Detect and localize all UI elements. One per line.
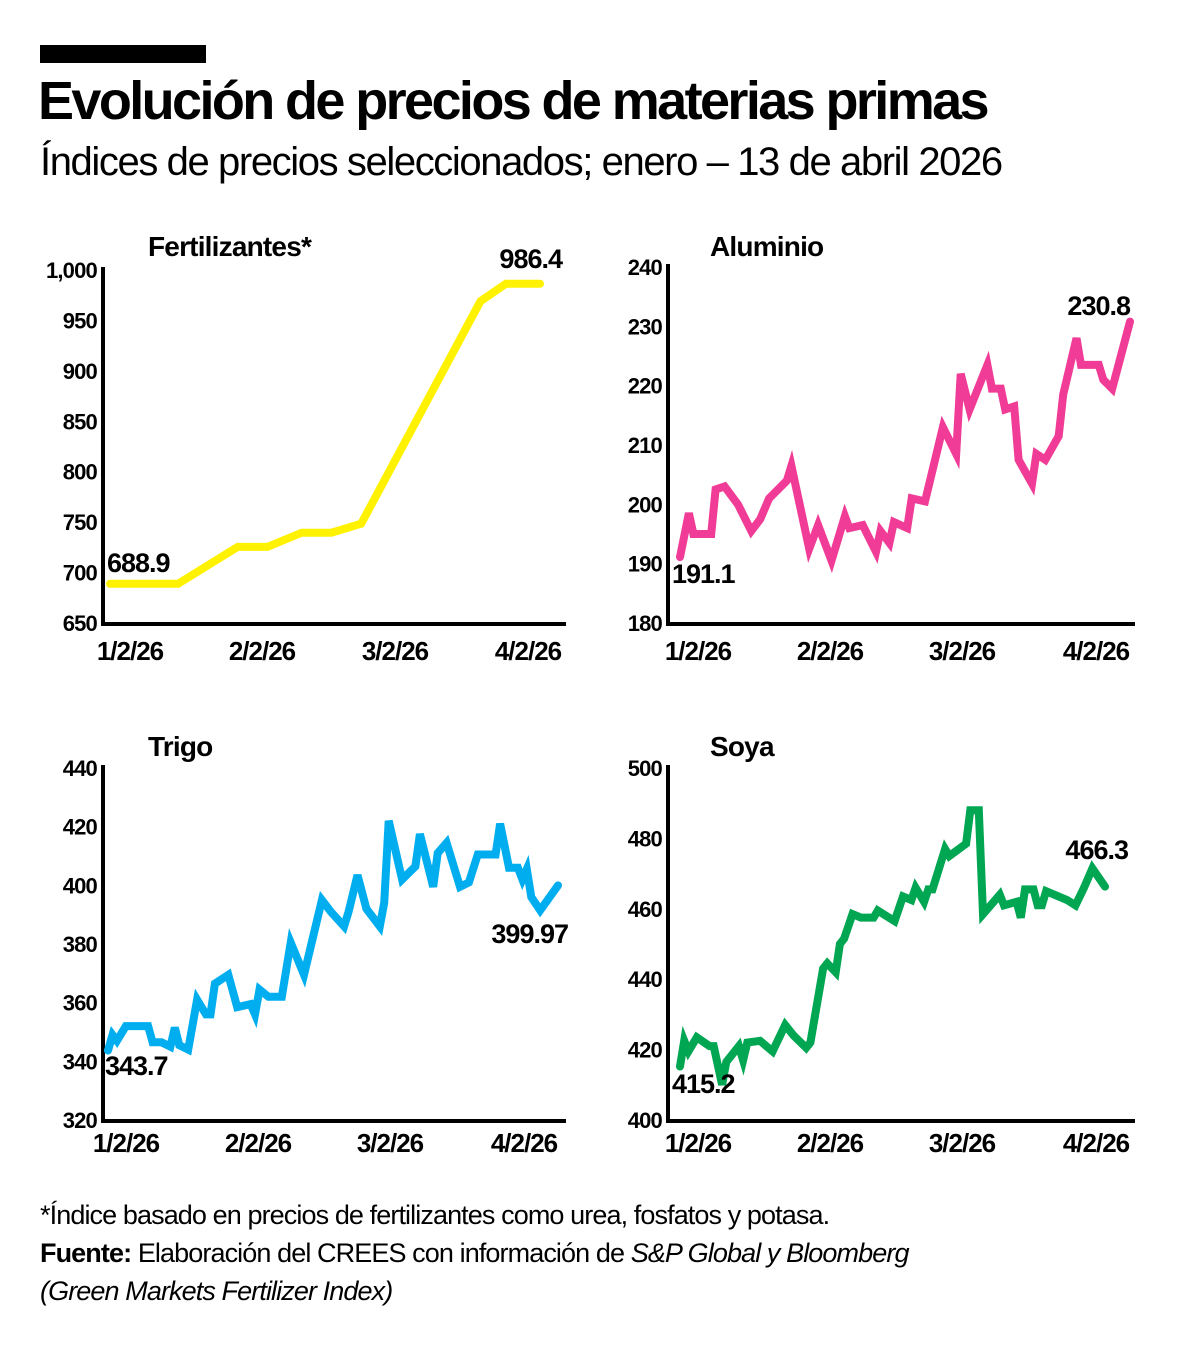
series-line-fertilizantes — [106, 279, 544, 588]
chart-trigo: Trigo 320 340 360 380 400 420 440 1/2/26 2/2/26 3/… — [63, 731, 569, 1158]
x-tick-label: 2/2/26 — [797, 1128, 864, 1158]
page-subtitle: Índices de precios seleccionados; enero … — [40, 140, 1003, 184]
y-tick-label: 1,000 — [46, 258, 98, 283]
x-tick-label: 3/2/26 — [929, 1128, 996, 1158]
x-tick-label: 2/2/26 — [229, 636, 296, 666]
footnote-text: *Índice basado en precios de fertilizant… — [40, 1200, 830, 1230]
y-tick-label: 850 — [63, 409, 98, 434]
chart-fertilizantes: Fertilizantes* 650 700 750 800 850 900 950 1,000… — [46, 231, 566, 666]
footnote: *Índice basado en precios de fertilizant… — [40, 1200, 830, 1231]
chart-aluminio: Aluminio 180 190 200 210 220 230 240 1/2/26 2/2/2… — [628, 231, 1135, 666]
last-value-label: 230.8 — [1067, 291, 1131, 321]
y-tick-label: 220 — [628, 374, 663, 399]
chart-title: Aluminio — [710, 231, 824, 262]
title-accent-bar — [40, 45, 206, 63]
y-tick-label: 480 — [628, 826, 663, 851]
y-tick-label: 500 — [628, 756, 663, 781]
y-tick-label: 420 — [63, 815, 98, 840]
x-tick-label: 1/2/26 — [665, 1128, 732, 1158]
source-line: Fuente: Elaboración del CREES con inform… — [40, 1238, 909, 1269]
y-tick-label: 400 — [628, 1108, 663, 1133]
source-line-2: (Green Markets Fertilizer Index) — [40, 1276, 393, 1307]
x-tick-label: 4/2/26 — [495, 636, 562, 666]
x-tick-label: 2/2/26 — [225, 1128, 292, 1158]
first-value-label: 343.7 — [105, 1051, 168, 1081]
x-tick-label: 4/2/26 — [1063, 1128, 1130, 1158]
source-italic: S&P Global y Bloomberg — [630, 1238, 910, 1268]
x-tick-label: 1/2/26 — [665, 636, 732, 666]
last-value-label: 399.97 — [491, 919, 568, 949]
first-value-label: 688.9 — [107, 548, 171, 578]
last-value-label: 986.4 — [499, 244, 563, 274]
chart-title: Trigo — [148, 731, 213, 762]
source-label: Fuente: — [40, 1238, 132, 1268]
y-tick-label: 900 — [63, 359, 98, 384]
x-tick-label: 1/2/26 — [93, 1128, 160, 1158]
source-index-name: (Green Markets Fertilizer Index) — [40, 1276, 393, 1306]
first-value-label: 191.1 — [672, 559, 736, 589]
chart-title: Soya — [710, 731, 775, 762]
y-tick-label: 650 — [63, 611, 98, 636]
y-tick-label: 210 — [628, 433, 663, 458]
series-line-aluminio — [676, 317, 1134, 574]
x-tick-label: 4/2/26 — [491, 1128, 558, 1158]
y-tick-label: 340 — [63, 1049, 98, 1074]
x-tick-label: 3/2/26 — [929, 636, 996, 666]
x-tick-label: 2/2/26 — [797, 636, 864, 666]
y-tick-label: 320 — [63, 1108, 98, 1133]
y-tick-label: 230 — [628, 314, 663, 339]
y-tick-label: 180 — [628, 611, 663, 636]
chart-title: Fertilizantes* — [148, 231, 312, 262]
y-tick-label: 190 — [628, 552, 663, 577]
y-tick-label: 460 — [628, 897, 663, 922]
y-tick-label: 700 — [63, 561, 98, 586]
y-tick-label: 420 — [628, 1038, 663, 1063]
y-tick-label: 440 — [63, 756, 98, 781]
first-value-label: 415.2 — [672, 1069, 735, 1099]
x-tick-label: 4/2/26 — [1063, 636, 1130, 666]
y-tick-label: 440 — [628, 967, 663, 992]
y-tick-label: 200 — [628, 492, 663, 517]
x-tick-label: 3/2/26 — [357, 1128, 424, 1158]
page-title: Evolución de precios de materias primas — [38, 71, 990, 131]
x-tick-label: 3/2/26 — [362, 636, 429, 666]
y-tick-label: 380 — [63, 932, 98, 957]
y-tick-label: 240 — [628, 255, 663, 280]
chart-soya: Soya 400 420 440 460 480 500 1/2/26 2/2/26 3/2/26… — [628, 731, 1135, 1158]
series-line-soya — [676, 806, 1109, 1086]
source-text: Elaboración del CREES con información de — [137, 1238, 625, 1268]
y-tick-label: 800 — [63, 460, 98, 485]
x-tick-label: 1/2/26 — [97, 636, 164, 666]
y-tick-label: 950 — [63, 308, 98, 333]
y-tick-label: 360 — [63, 991, 98, 1016]
y-tick-label: 400 — [63, 873, 98, 898]
y-tick-label: 750 — [63, 510, 98, 535]
last-value-label: 466.3 — [1065, 835, 1129, 865]
